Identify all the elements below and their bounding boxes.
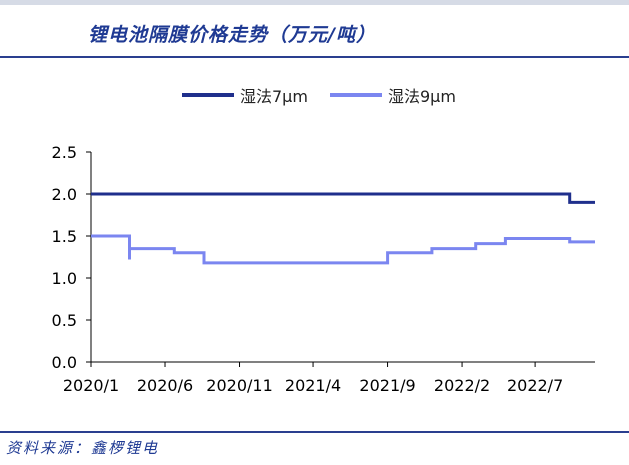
legend-item-7um: 湿法7μm <box>182 83 308 107</box>
series-line-7um <box>91 192 595 204</box>
x-tick-label: 2021/9 <box>359 376 415 395</box>
source-note: 资料来源：鑫椤锂电 <box>6 439 160 457</box>
legend-item-9um: 湿法9μm <box>329 83 456 107</box>
series-line-9um <box>91 234 595 265</box>
x-tick-label: 2021/4 <box>285 376 341 395</box>
chart-title: 锂电池隔膜价格走势（万元/吨） <box>88 24 376 46</box>
x-tick-label: 2022/7 <box>507 376 563 395</box>
legend-label-9um: 湿法9μm <box>387 87 456 106</box>
title-rule <box>0 56 629 58</box>
legend-swatch-9um <box>329 93 382 97</box>
y-tick-label: 2.0 <box>52 185 77 204</box>
legend-label-7um: 湿法7μm <box>240 87 308 106</box>
legend: 湿法7μm 湿法9μm <box>182 84 478 106</box>
top-band <box>0 0 629 5</box>
y-tick-label: 0.0 <box>52 353 77 372</box>
chart-series <box>91 192 595 265</box>
x-tick-label: 2020/6 <box>137 376 193 395</box>
x-tick-label: 2020/11 <box>206 376 272 395</box>
y-tick-label: 1.0 <box>52 269 77 288</box>
y-tick-label: 1.5 <box>52 227 77 246</box>
bottom-rule <box>0 431 629 433</box>
chart-axes: 0.0 0.5 1.0 1.5 2.0 2.5 2020/1 2020/6 2020/11 202… <box>52 143 595 395</box>
x-tick-label: 2022/2 <box>434 376 490 395</box>
y-tick-label: 2.5 <box>52 143 77 162</box>
x-tick-label: 2020/1 <box>63 376 119 395</box>
legend-swatch-7um <box>182 93 234 97</box>
y-tick-label: 0.5 <box>52 311 77 330</box>
